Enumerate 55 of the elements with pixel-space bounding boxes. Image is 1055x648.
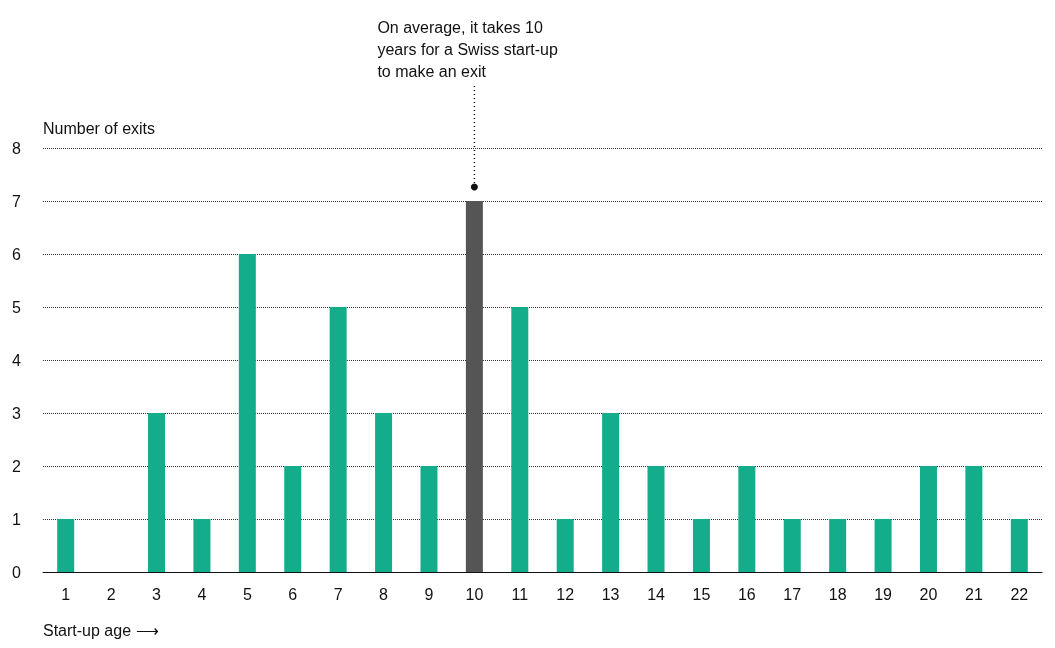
bar (602, 413, 620, 572)
bar (511, 307, 529, 572)
bar (238, 254, 256, 572)
bar (1010, 519, 1028, 572)
x-tick-label: 14 (647, 585, 666, 603)
bar (193, 519, 211, 572)
x-tick-label: 12 (556, 585, 575, 603)
x-tick-label: 15 (692, 585, 711, 603)
x-tick-label: 8 (379, 585, 389, 603)
y-tick-label: 2 (12, 457, 22, 475)
bar (647, 466, 665, 572)
text: On average, it takes 10 years for a Swiss start-up to make an exit (377, 18, 558, 80)
y-axis-title: Number of exits (43, 119, 156, 137)
bar (692, 519, 710, 572)
x-tick-label: 1 (61, 585, 71, 603)
x-tick-label: 16 (737, 585, 756, 603)
bar (148, 413, 166, 572)
bar (465, 201, 483, 572)
bar (556, 519, 574, 572)
y-tick-label: 4 (12, 351, 22, 369)
bar (919, 466, 937, 572)
bar (965, 466, 983, 572)
x-tick-label: 18 (828, 585, 847, 603)
y-tick-label: 5 (12, 298, 22, 316)
x-tick-label: 6 (288, 585, 298, 603)
y-tick-label: 3 (12, 404, 22, 422)
bar (783, 519, 801, 572)
bar (329, 307, 347, 572)
x-tick-label: 19 (874, 585, 893, 603)
bar (375, 413, 393, 572)
x-axis-title: Start-up age ⟶ (43, 621, 159, 639)
x-tick-label: 4 (197, 585, 207, 603)
x-tick-label: 10 (465, 585, 484, 603)
x-tick-label: 22 (1010, 585, 1029, 603)
bar (284, 466, 302, 572)
x-tick-label: 5 (242, 585, 252, 603)
x-tick-label: 21 (964, 585, 983, 603)
x-tick-label: 11 (511, 585, 529, 603)
x-tick-label: 2 (106, 585, 116, 603)
x-tick-label: 3 (152, 585, 162, 603)
y-tick-label: 0 (12, 563, 22, 581)
y-tick-label: 1 (12, 510, 22, 528)
bar (420, 466, 438, 572)
bar (738, 466, 756, 572)
x-tick-label: 20 (919, 585, 938, 603)
bar (57, 519, 75, 572)
y-tick-label: 6 (12, 245, 22, 263)
x-tick-label: 9 (424, 585, 434, 603)
y-tick-label: 7 (12, 192, 22, 210)
bar (829, 519, 847, 572)
x-tick-label: 17 (783, 585, 802, 603)
y-tick-label: 8 (12, 139, 22, 157)
bar (874, 519, 892, 572)
x-tick-label: 7 (333, 585, 343, 603)
x-tick-label: 13 (601, 585, 620, 603)
